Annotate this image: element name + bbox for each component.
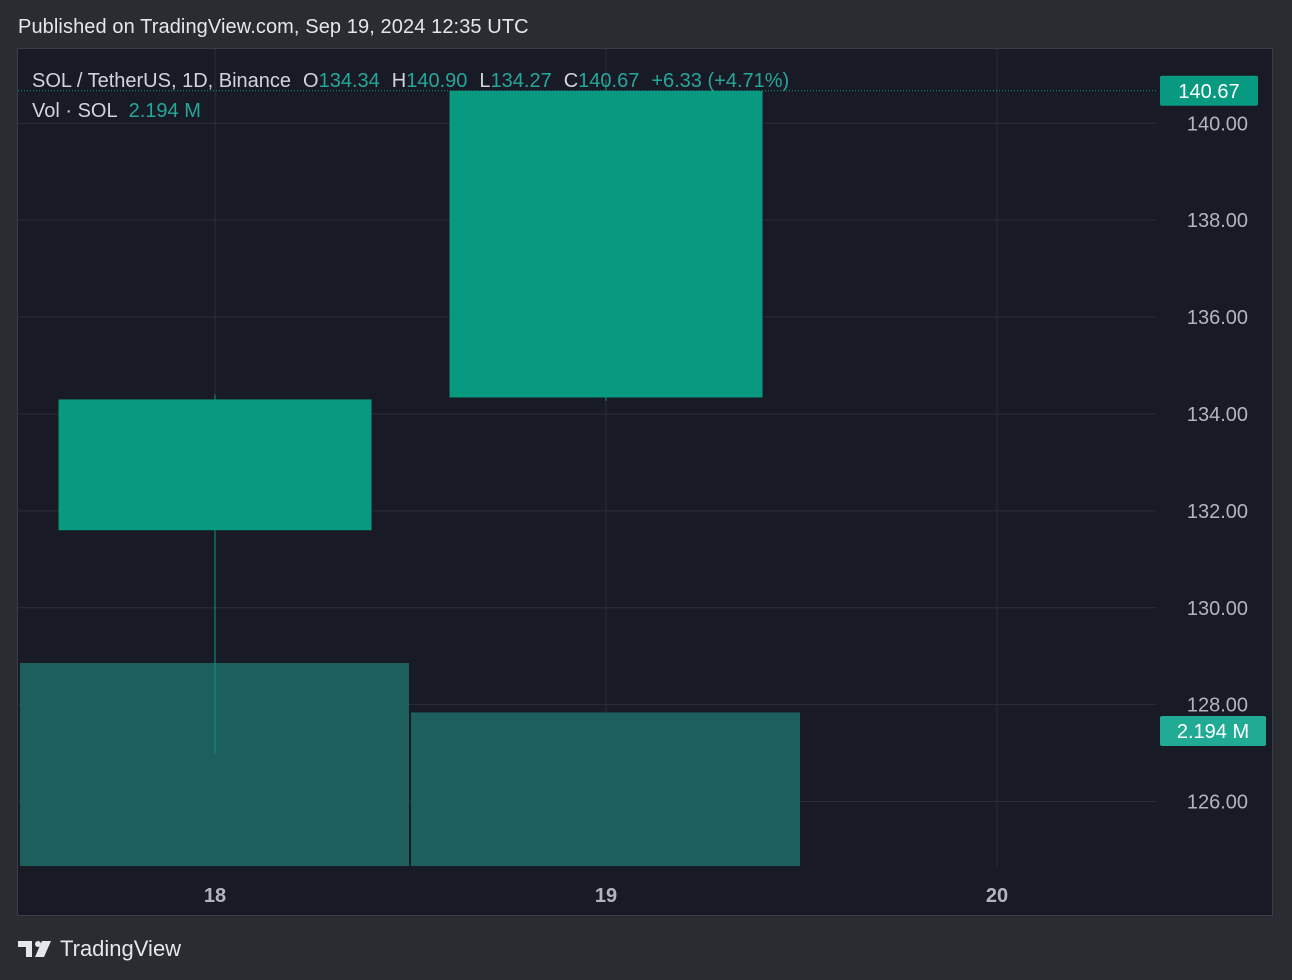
published-caption: Published on TradingView.com, Sep 19, 20… — [18, 16, 529, 38]
close-label: C — [563, 70, 579, 92]
volume-label[interactable]: Vol · SOL — [32, 100, 118, 122]
last-volume-badge-label: 2.194 M — [1177, 721, 1249, 743]
low-value: 134.27 — [490, 70, 552, 92]
low-label: L — [479, 70, 491, 92]
y-tick-label: 138.00 — [1187, 210, 1248, 232]
ohlc-legend-row: SOL / TetherUS, 1D, Binance O134.34 H140.9… — [32, 66, 789, 96]
y-tick-label: 136.00 — [1187, 307, 1248, 329]
candle-body — [58, 399, 372, 531]
candle-body — [449, 90, 763, 398]
open-label: O — [303, 70, 319, 92]
y-tick-label: 128.00 — [1187, 695, 1248, 717]
tradingview-logo-icon — [18, 941, 51, 957]
symbol-label[interactable]: SOL / TetherUS, 1D, Binance — [32, 70, 292, 92]
badge-layer: 140.67 2.194 M — [18, 75, 1266, 746]
y-tick-label: 140.00 — [1187, 113, 1248, 135]
last-price-badge-label: 140.67 — [1178, 81, 1239, 103]
high-value: 140.90 — [406, 70, 468, 92]
chart-legend: SOL / TetherUS, 1D, Binance O134.34 H140.9… — [32, 66, 789, 126]
candlestick-chart[interactable]: 142.00140.00138.00136.00134.00132.00130.… — [18, 49, 1273, 916]
close-value: 140.67 — [578, 70, 640, 92]
last-price-badge — [1160, 75, 1258, 106]
last-volume-badge — [1160, 716, 1266, 746]
volume-bar — [411, 712, 800, 866]
x-tick-label: 18 — [204, 885, 226, 907]
axis-layer: 142.00140.00138.00136.00134.00132.00130.… — [204, 113, 1248, 907]
y-tick-label: 130.00 — [1187, 598, 1248, 620]
volume-value: 2.194 M — [128, 100, 201, 122]
open-value: 134.34 — [318, 70, 380, 92]
y-tick-label: 134.00 — [1187, 404, 1248, 426]
y-tick-label: 132.00 — [1187, 501, 1248, 523]
volume-legend-row: Vol · SOL 2.194 M — [32, 96, 789, 126]
footer-brand[interactable]: TradingView — [18, 936, 181, 962]
high-label: H — [391, 70, 407, 92]
x-tick-label: 19 — [595, 885, 617, 907]
volume-layer — [20, 663, 800, 866]
y-tick-label: 126.00 — [1187, 792, 1248, 814]
brand-name: TradingView — [60, 936, 182, 961]
x-tick-label: 20 — [986, 885, 1008, 907]
change-value: +6.33 (+4.71%) — [651, 70, 790, 92]
chart-panel[interactable]: 142.00140.00138.00136.00134.00132.00130.… — [17, 48, 1273, 916]
candle-layer — [58, 79, 763, 754]
